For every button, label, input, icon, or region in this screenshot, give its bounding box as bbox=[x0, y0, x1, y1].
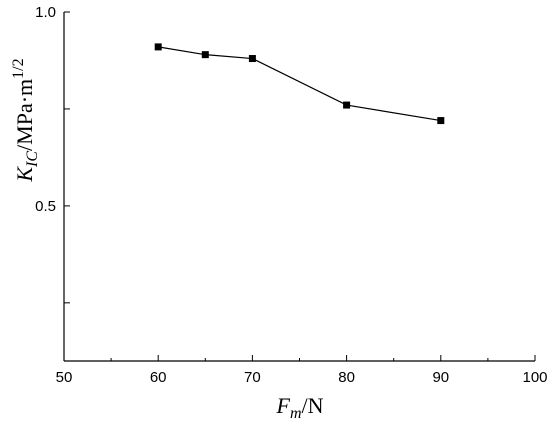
x-axis-title-sub: m bbox=[290, 405, 302, 422]
y-axis-title-unit: /MPa·m bbox=[12, 79, 37, 151]
y-tick-label: 1.0 bbox=[35, 4, 56, 21]
x-tick-label: 100 bbox=[522, 369, 547, 386]
x-axis-title-unit: /N bbox=[302, 393, 324, 418]
data-point bbox=[343, 101, 351, 109]
y-axis-title: KIC/MPa·m1/2 bbox=[10, 58, 41, 182]
y-axis-title-main: K bbox=[12, 166, 37, 183]
data-point bbox=[248, 55, 256, 63]
x-tick-label: 60 bbox=[150, 369, 167, 386]
x-axis-title: Fm/N bbox=[275, 393, 323, 422]
y-axis-ticks: 0.5 1.0 bbox=[35, 4, 70, 304]
x-tick-label: 50 bbox=[56, 369, 73, 386]
data-point bbox=[154, 43, 162, 51]
x-tick-label: 80 bbox=[338, 369, 355, 386]
data-point bbox=[437, 117, 445, 125]
x-axis-title-main: F bbox=[275, 393, 290, 418]
x-tick-label: 70 bbox=[244, 369, 261, 386]
series-group bbox=[154, 43, 445, 125]
x-axis-ticks: 50 60 70 80 90 100 bbox=[56, 355, 548, 386]
y-axis-title-sub: IC bbox=[24, 151, 41, 168]
y-axis-title-sup: 1/2 bbox=[10, 58, 27, 78]
x-tick-label: 90 bbox=[432, 369, 449, 386]
data-point bbox=[201, 51, 209, 59]
y-tick-label: 0.5 bbox=[35, 198, 56, 215]
series-line bbox=[158, 46, 441, 122]
